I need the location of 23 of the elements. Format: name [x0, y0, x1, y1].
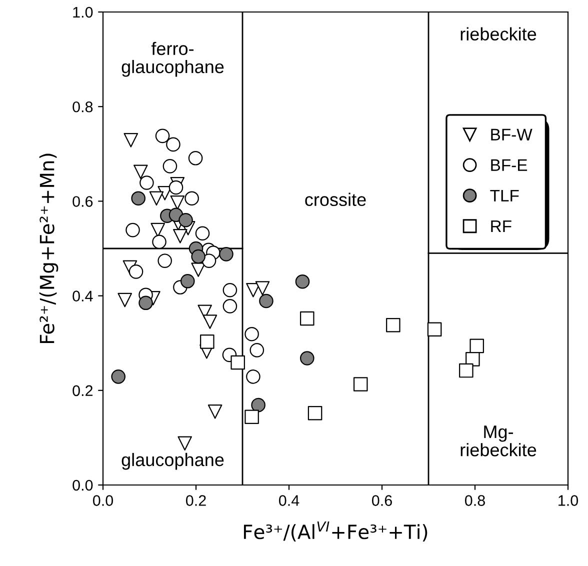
legend-label: TLF: [490, 190, 519, 202]
legend-label: BF-E: [491, 159, 528, 171]
y-tick-label: 0.0: [72, 480, 93, 491]
x-tick-label: 0.2: [186, 495, 206, 506]
y-tick-label: 0.6: [72, 196, 93, 207]
annotation: crossite: [305, 192, 366, 206]
x-tick-label: 0.0: [92, 495, 114, 506]
legend-label: BF-W: [491, 128, 532, 140]
x-tick-label: 0.8: [464, 495, 485, 506]
x-tick-label: 0.4: [278, 495, 300, 506]
x-tick-label: 1.0: [558, 495, 578, 506]
x-tick-label: 0.6: [372, 495, 392, 506]
annotation: ferro- glaucophane: [122, 42, 224, 77]
annotation: riebeckite: [460, 27, 536, 40]
annotation: Mg- riebeckite: [460, 426, 536, 456]
y-tick-label: 0.8: [72, 101, 93, 112]
annotation: glaucophane: [122, 452, 224, 470]
y-tick-label: 0.2: [72, 385, 93, 396]
y-tick-label: 0.4: [72, 290, 93, 302]
y-axis-title: Fe²⁺/(Mg+Fe²⁺+Mn): [39, 154, 58, 343]
legend-label: RF: [491, 220, 512, 232]
x-axis-title: Fe³⁺/(Al$^{VI}$+Fe³⁺+Ti): [244, 522, 428, 542]
y-tick-label: 1.0: [73, 6, 93, 18]
